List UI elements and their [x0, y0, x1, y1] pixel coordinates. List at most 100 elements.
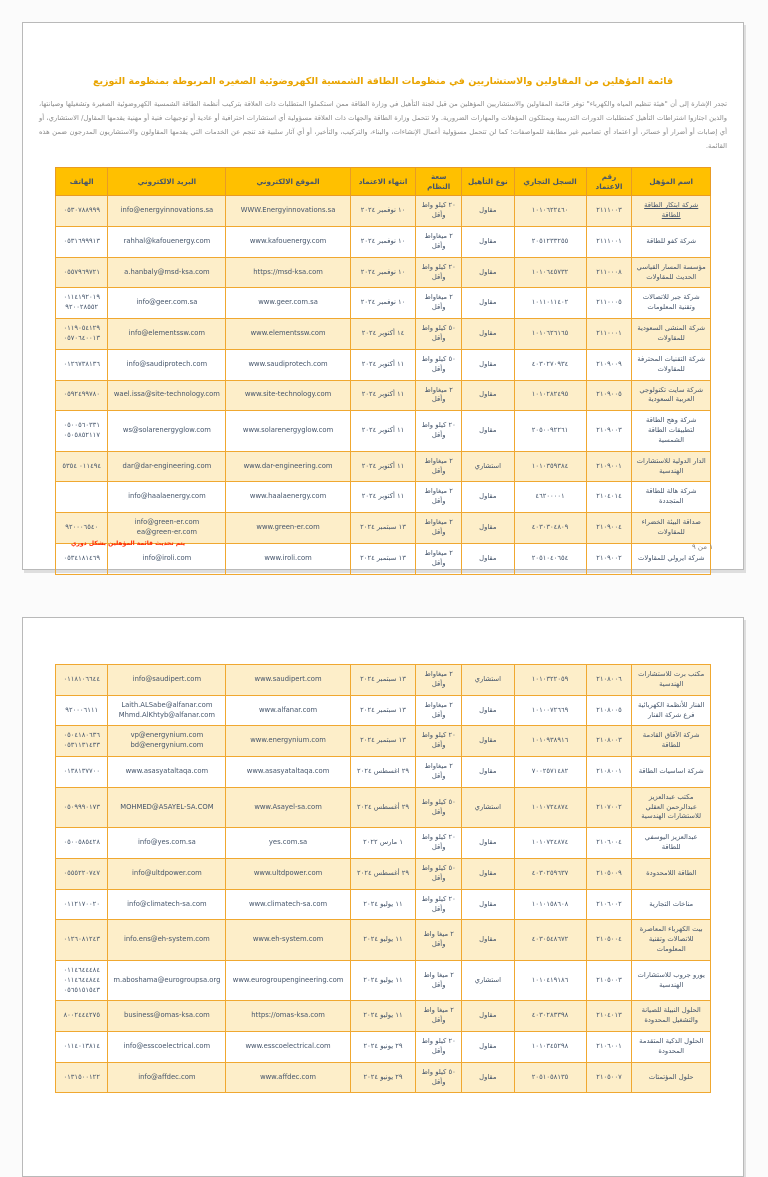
cell-type: مقاول — [461, 857, 515, 890]
cell-email[interactable]: info@saudiprotech.com — [107, 348, 227, 381]
cell-expiry: ٢٩ يونيو ٢٠٢٤ — [349, 1031, 417, 1063]
cell-website[interactable]: www.geer.com.sa — [225, 287, 351, 320]
cell-email[interactable]: dar@dar-engineering.com — [107, 450, 227, 483]
cell-capacity: ٢ ميغا واط وأقل — [415, 1000, 463, 1033]
cell-email[interactable]: info@esscoelectrical.com — [107, 1031, 227, 1063]
cell-website[interactable]: www.affdec.com — [225, 1061, 351, 1094]
cell-website[interactable]: www.eh-system.com — [225, 919, 351, 961]
cell-capacity: ٢ ميغاواط وأقل — [415, 481, 463, 514]
cell-website[interactable]: www.dar-engineering.com — [225, 450, 351, 483]
cell-cr: ٢٠٥١٢٣٣٢٥٥ — [513, 226, 587, 258]
table-row: شركة سايت تكنولوجي العربية السعودية ٢١٠٩٠… — [54, 379, 711, 412]
cell-type: مقاول — [461, 410, 515, 452]
cell-website[interactable]: www.saudiprotech.com — [225, 348, 351, 381]
cell-website[interactable]: https://msd-ksa.com — [225, 256, 351, 289]
cell-capacity: ٢ ميغاواط وأقل — [415, 450, 463, 483]
cell-cr: ٢٠٥١٠٤٠٦٥٤ — [513, 542, 587, 575]
cell-website[interactable]: www.kafouenergy.com — [225, 226, 351, 258]
cell-website[interactable]: WWW.Energyinnovations.sa — [225, 195, 351, 228]
cell-acc_no: ٢١٠٨٠٠١ — [585, 756, 633, 788]
cell-website[interactable]: www.energynium.com — [225, 725, 351, 758]
cell-name: شركة اساسيات الطاقة — [631, 756, 711, 788]
cell-website[interactable]: www.elementssw.com — [225, 318, 351, 350]
cell-email[interactable]: vp@energynium.com bd@energynium.com — [107, 725, 227, 758]
cell-expiry: ١٣ سبتمبر ٢٠٢٤ — [349, 512, 417, 544]
cell-email[interactable]: info.ens@eh-system.com — [107, 919, 227, 961]
cell-website[interactable]: www.solarenergyglow.com — [225, 410, 351, 452]
cell-website[interactable]: https://omas-ksa.com — [225, 1000, 351, 1033]
page-number: ١ من ٩ — [691, 543, 713, 551]
cell-website[interactable]: www.saudipert.com — [225, 664, 351, 696]
cell-capacity: ٥٠ كيلو واط وأقل — [415, 318, 463, 350]
cell-name: الطاقة اللامحدودة — [631, 857, 711, 890]
cell-email[interactable]: info@affdec.com — [107, 1061, 227, 1094]
cell-website[interactable]: yes.com.sa — [225, 827, 351, 859]
cell-website[interactable]: www.asasyataltaqa.com — [225, 756, 351, 788]
cell-email[interactable]: info@ultdpower.com — [107, 857, 227, 890]
cell-website[interactable]: www.ultdpower.com — [225, 857, 351, 890]
cell-capacity: ٥٠ كيلو واط وأقل — [415, 786, 463, 829]
cell-phone: ٠١٢٦٠٨١٢٤٣ — [54, 919, 109, 961]
cell-acc_no: ٢١١٠٠٠٥ — [585, 287, 633, 320]
cell-expiry: ١١ يوليو ٢٠٢٤ — [349, 1000, 417, 1033]
cell-acc_no: ٢١٠٦٠٠٤ — [585, 827, 633, 859]
cell-expiry: ١١ يوليو ٢٠٢٤ — [349, 959, 417, 1002]
cell-type: مقاول — [461, 379, 515, 412]
cell-cr: ١٠١٠٣٢٢٠٥٩ — [513, 664, 587, 696]
cell-expiry: ١١ أكتوبر ٢٠٢٤ — [349, 481, 417, 514]
column-header-website: الموقع الالكتروني — [225, 166, 351, 197]
cell-email[interactable]: info@haalaenergy.com — [107, 481, 227, 514]
cell-email[interactable]: info@elementssw.com — [107, 318, 227, 350]
cell-email[interactable]: MOHMED@ASAYEL-SA.COM — [107, 786, 227, 829]
cell-phone: ٠٥٠٠٥٨٥٤٢٨ — [54, 827, 109, 859]
cell-email[interactable]: business@omas-ksa.com — [107, 1000, 227, 1033]
cell-acc_no: ٢١٠٦٠٠٢ — [585, 888, 633, 921]
cell-website[interactable]: www.iroli.com — [225, 542, 351, 575]
cell-name: شركة المنشى السعودية للمقاولات — [631, 318, 711, 350]
cell-cr: ٤٦٢٠٠٠٠١ — [513, 481, 587, 514]
cell-website[interactable]: www.green-er.com — [225, 512, 351, 544]
cell-cr: ١٠١٠٩٣٨٩١٦ — [513, 725, 587, 758]
cell-acc_no: ٢١٠٩٠٠٤ — [585, 512, 633, 544]
cell-website[interactable]: www.eurogroupengineering.com — [225, 959, 351, 1002]
cell-email[interactable]: info@iroli.com — [107, 542, 227, 575]
cell-capacity: ٢ ميغاواط وأقل — [415, 664, 463, 696]
cell-phone: ٠١١٤٦٤٤٤٨٤ ٠١١٤٦٤٤٨٤٤ ٠٥٦٥١٥١٥٤٣ — [54, 959, 109, 1002]
cell-email[interactable]: ws@solarenergyglow.com — [107, 410, 227, 452]
cell-name: الدار الدولية للاستشارات الهندسية — [631, 450, 711, 483]
cell-email[interactable]: Laith.ALSabe@alfanar.com Mhmd.AlKhtyb@al… — [107, 694, 227, 727]
table-row: بيت الكهرباء المعاصرة للاتصالات وتقنية ا… — [54, 919, 711, 961]
cell-website[interactable]: www.esscoelectrical.com — [225, 1031, 351, 1063]
cell-email[interactable]: info@geer.com.sa — [107, 287, 227, 320]
cell-website[interactable]: www.climatech-sa.com — [225, 888, 351, 921]
cell-website[interactable]: www.haalaenergy.com — [225, 481, 351, 514]
cell-email[interactable]: www.asasyataltaqa.com — [107, 756, 227, 788]
cell-email[interactable]: m.aboshama@eurogroupsa.org — [107, 959, 227, 1002]
cell-cr: ١٠١١٠١١٤٠٢ — [513, 287, 587, 320]
cell-website[interactable]: www.Asayel-sa.com — [225, 786, 351, 829]
table-row: الطاقة اللامحدودة ٢١٠٥٠٠٩ ٤٠٣٠٢٥٩٦٣٧ مقاول ٥… — [54, 857, 711, 890]
cell-phone: ٠١١٤١٩٢٠١٩ ٩٢٠٠٢٨٥٥٢ — [54, 287, 109, 320]
cell-acc_no: ٢١٠٩٠٠١ — [585, 450, 633, 483]
cell-website[interactable]: www.alfanar.com — [225, 694, 351, 727]
cell-expiry: ١١ أكتوبر ٢٠٢٤ — [349, 450, 417, 483]
cell-name[interactable]: شركة ابتكار الطاقة للطاقة — [631, 195, 711, 228]
cell-email[interactable]: a.hanbaly@msd-ksa.com — [107, 256, 227, 289]
cell-email[interactable]: info@green-er.com ea@green-er.com — [107, 512, 227, 544]
table-row: عبدالعزيز اليوسفي للطاقة ٢١٠٦٠٠٤ ١٠١٠٧٢٤٨٧… — [54, 827, 711, 859]
cell-email[interactable]: info@saudipert.com — [107, 664, 227, 696]
cell-email[interactable]: info@energyinnovations.sa — [107, 195, 227, 228]
cell-expiry: ١٤ أكتوبر ٢٠٢٤ — [349, 318, 417, 350]
cell-type: مقاول — [461, 256, 515, 289]
table-row: شركة المنشى السعودية للمقاولات ٢١١٠٠٠١ ١٠١… — [54, 318, 711, 350]
cell-capacity: ٢ ميغاواط وأقل — [415, 694, 463, 727]
cell-name: شركة هالة للطاقة المتجددة — [631, 481, 711, 514]
cell-email[interactable]: info@yes.com.sa — [107, 827, 227, 859]
cell-acc_no: ٢١٠٦٠٠١ — [585, 1031, 633, 1063]
cell-acc_no: ٢١٠٧٠٠٢ — [585, 786, 633, 829]
table-row: شركة التقنيات المحترفة للمقاولات ٢١٠٩٠٠٩ ٤… — [54, 348, 711, 381]
cell-website[interactable]: www.site-technology.com — [225, 379, 351, 412]
cell-email[interactable]: wael.issa@site-technology.com — [107, 379, 227, 412]
cell-email[interactable]: info@climatech-sa.com — [107, 888, 227, 921]
cell-email[interactable]: rahhal@kafouenergy.com — [107, 226, 227, 258]
